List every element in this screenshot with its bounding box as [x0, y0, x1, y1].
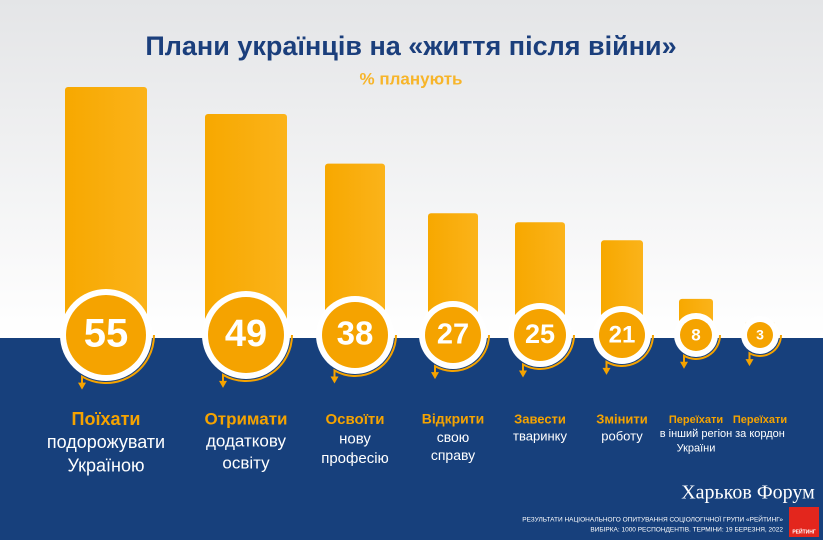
arrow-arc	[222, 334, 293, 383]
arrow-head	[219, 380, 227, 388]
category-label: нову	[339, 430, 371, 447]
value-label: 3	[756, 327, 764, 343]
arrow-arc	[683, 334, 721, 364]
arrow-arc	[434, 334, 490, 375]
value-circle	[599, 312, 645, 358]
arrow-head	[680, 361, 688, 369]
arrow-arc	[748, 334, 782, 362]
value-circle	[680, 319, 712, 351]
source-line: ВИБІРКА: 1000 РЕСПОНДЕНТІВ. ТЕРМІНИ: 19 …	[590, 527, 783, 534]
arrow-arc	[81, 334, 155, 385]
arrow-head	[602, 367, 611, 375]
category-label: Отримати	[205, 409, 288, 428]
category-label: за кордон	[735, 428, 785, 440]
value-circle	[208, 297, 284, 373]
value-label: 49	[225, 313, 267, 355]
value-label: 8	[691, 325, 700, 344]
source-line: РЕЗУЛЬТАТИ НАЦІОНАЛЬНОГО ОПИТУВАННЯ СОЦІ…	[522, 515, 783, 524]
bar	[65, 87, 147, 335]
value-label: 27	[437, 319, 469, 351]
value-circle	[747, 322, 773, 348]
value-circle	[66, 295, 146, 375]
value-label: 21	[609, 321, 636, 348]
category-label: Поїхати	[72, 409, 141, 429]
category-label: Переїхати	[669, 414, 723, 426]
category-label: Освоїти	[326, 411, 385, 428]
category-label: додаткову	[206, 432, 287, 451]
value-circle	[514, 309, 566, 361]
category-label: освіту	[222, 454, 270, 473]
value-label: 25	[525, 319, 555, 349]
arrow-arc	[522, 334, 575, 373]
category-label: Україною	[68, 456, 145, 476]
arrow-arc	[605, 334, 654, 370]
arrow-arc	[333, 334, 397, 379]
category-label: Переїхати	[733, 414, 787, 426]
value-circle	[322, 302, 388, 368]
category-label: Змінити	[596, 411, 648, 426]
logo-text: РЕЙТИНГ	[792, 527, 816, 535]
value-label: 38	[337, 315, 374, 352]
category-label: справу	[431, 447, 475, 463]
value-circle	[425, 307, 481, 363]
value-label: 55	[84, 312, 129, 356]
category-label: Відкрити	[422, 411, 485, 427]
category-label: роботу	[601, 428, 643, 443]
category-label: Завести	[514, 411, 566, 426]
arrow-head	[519, 370, 527, 378]
category-label: тваринку	[513, 428, 567, 443]
category-label: України	[677, 443, 716, 455]
category-label: свою	[437, 429, 470, 445]
arrow-head	[330, 376, 339, 384]
chart-subtitle: % планують	[360, 69, 463, 88]
category-label: подорожувати	[47, 432, 165, 452]
bar	[205, 114, 287, 336]
category-label: в інший регіон	[660, 428, 732, 440]
arrow-head	[78, 382, 86, 390]
bar	[325, 163, 385, 335]
watermark: Харьков Форум	[681, 482, 815, 504]
category-label: професію	[321, 450, 389, 467]
arrow-head	[431, 372, 439, 380]
arrow-head	[745, 359, 754, 367]
chart-title: Плани українців на «життя після війни»	[145, 31, 676, 61]
logo	[789, 507, 819, 537]
